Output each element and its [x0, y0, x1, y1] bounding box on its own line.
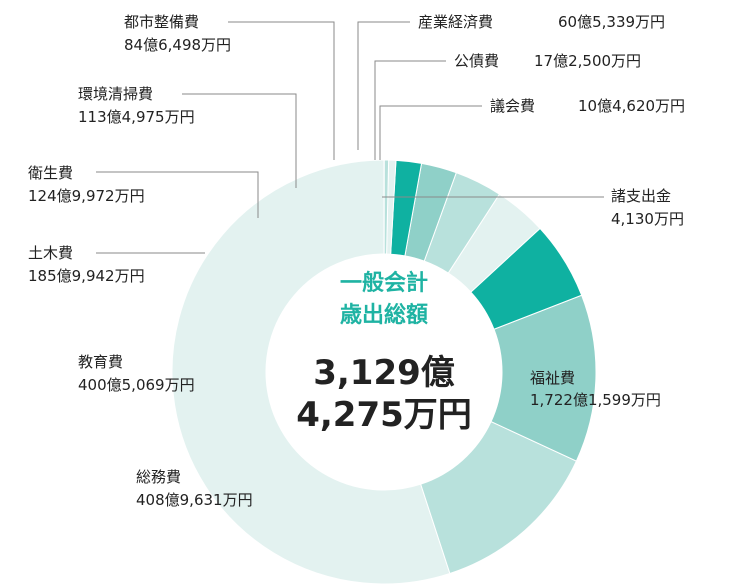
leader-line-5: [182, 93, 297, 188]
slice-label-1: 総務費: [136, 468, 181, 486]
center-title-line-2: 歳出総額: [340, 302, 428, 328]
slice-label-10: 諸支出金: [611, 187, 671, 205]
slice-amount-1: 408億9,631万円: [136, 491, 253, 509]
slice-amount-7: 60億5,339万円: [558, 13, 665, 31]
slice-amount-0: 1,722億1,599万円: [530, 391, 661, 409]
leader-line-6: [228, 21, 335, 160]
slice-amount-8: 17億2,500万円: [534, 52, 641, 70]
slice-amount-5: 113億4,975万円: [78, 108, 195, 126]
center-total-line-1: 3,129億: [313, 353, 455, 393]
slice-label-3: 土木費: [28, 244, 73, 262]
leader-lines: [96, 21, 604, 254]
slice-amount-2: 400億5,069万円: [78, 376, 195, 394]
slice-amount-3: 185億9,942万円: [28, 267, 145, 285]
slice-amount-9: 10億4,620万円: [578, 97, 685, 115]
slice-label-8: 公債費: [454, 52, 499, 70]
donut-slices: [171, 159, 597, 584]
slice-label-6: 都市整備費: [124, 13, 199, 31]
slice-amount-4: 124億9,972万円: [28, 187, 145, 205]
slice-amount-10: 4,130万円: [611, 210, 684, 228]
leader-line-8: [374, 60, 446, 160]
slice-label-9: 議会費: [490, 97, 535, 115]
center-title-line-1: 一般会計: [340, 270, 428, 296]
slice-label-5: 環境清掃費: [78, 85, 153, 103]
leader-line-9: [379, 105, 482, 160]
slice-label-2: 教育費: [78, 353, 123, 371]
slice-label-0: 福祉費: [530, 369, 575, 387]
center-text: 一般会計 歳出総額 3,129億 4,275万円: [296, 270, 472, 435]
slice-label-4: 衛生費: [28, 164, 73, 182]
slice-amount-6: 84億6,498万円: [124, 36, 231, 54]
leader-line-4: [96, 171, 259, 218]
leader-line-7: [357, 21, 410, 150]
slice-label-7: 産業経済費: [418, 13, 493, 31]
center-total-line-2: 4,275万円: [296, 395, 472, 435]
